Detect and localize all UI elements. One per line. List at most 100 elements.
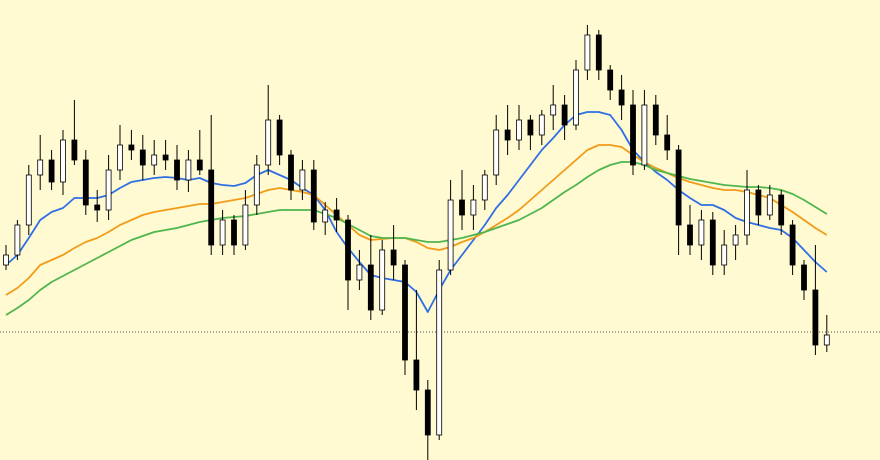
candle-body-up bbox=[3, 254, 9, 266]
candle-body-down bbox=[174, 159, 180, 181]
candle bbox=[641, 90, 648, 170]
candle bbox=[310, 160, 317, 230]
candle-body-down bbox=[801, 264, 807, 291]
candle-body-down bbox=[413, 359, 420, 391]
candle bbox=[504, 105, 511, 155]
candle bbox=[60, 130, 66, 195]
candle-body-up bbox=[584, 34, 591, 71]
candle bbox=[94, 190, 101, 222]
candle bbox=[48, 150, 55, 190]
candle-body-up bbox=[37, 159, 44, 176]
candle bbox=[367, 235, 374, 320]
candle bbox=[630, 90, 636, 175]
candle bbox=[128, 130, 135, 160]
candle-body-down bbox=[424, 389, 431, 436]
candle bbox=[379, 240, 386, 315]
candle bbox=[436, 260, 443, 440]
candle-body-up bbox=[356, 264, 363, 281]
candle-body-down bbox=[139, 149, 146, 166]
candle bbox=[652, 95, 659, 145]
candle bbox=[709, 212, 716, 275]
candle-body-down bbox=[162, 154, 169, 161]
candle-body-down bbox=[459, 199, 465, 216]
candle bbox=[185, 150, 192, 192]
candle-body-up bbox=[447, 199, 454, 271]
candle-body-up bbox=[641, 104, 648, 166]
candle bbox=[390, 225, 397, 280]
candle-body-up bbox=[573, 69, 579, 126]
candle-body-down bbox=[71, 139, 78, 161]
candle bbox=[424, 380, 431, 460]
candle-body-up bbox=[766, 194, 773, 216]
candle-body-up bbox=[242, 204, 249, 246]
candle-body-up bbox=[105, 169, 112, 211]
candle-body-down bbox=[231, 219, 237, 246]
candle bbox=[276, 115, 283, 165]
candle-body-up bbox=[550, 104, 557, 116]
candle-body-up bbox=[493, 129, 500, 176]
candle-body-up bbox=[60, 139, 66, 183]
candle-body-up bbox=[470, 199, 477, 216]
candle-body-down bbox=[367, 264, 374, 311]
candle-body-down bbox=[48, 159, 55, 183]
candle bbox=[470, 185, 477, 230]
candle-body-down bbox=[333, 209, 340, 221]
candles bbox=[3, 25, 830, 460]
candle bbox=[755, 185, 762, 225]
candle bbox=[174, 145, 180, 190]
candle-body-down bbox=[709, 219, 716, 266]
candle bbox=[25, 165, 32, 235]
candle-body-down bbox=[755, 189, 762, 216]
candle bbox=[265, 85, 272, 175]
candle bbox=[162, 140, 169, 170]
candle-body-up bbox=[516, 119, 522, 141]
candle bbox=[3, 245, 9, 270]
candle bbox=[356, 250, 363, 290]
candle-body-down bbox=[82, 159, 89, 206]
candle-body-up bbox=[538, 114, 545, 136]
candle bbox=[288, 150, 294, 200]
candle bbox=[721, 230, 728, 275]
candle bbox=[573, 60, 579, 130]
candle bbox=[481, 170, 488, 210]
candle-body-down bbox=[527, 119, 534, 136]
candle-body-down bbox=[390, 249, 397, 266]
candle-body-down bbox=[618, 89, 625, 106]
candle bbox=[14, 220, 21, 260]
candle-body-up bbox=[14, 224, 21, 256]
candle-body-up bbox=[265, 119, 272, 166]
candle bbox=[607, 65, 614, 100]
candle-body-down bbox=[128, 144, 135, 151]
candle bbox=[82, 150, 89, 215]
candle-body-up bbox=[185, 159, 192, 181]
candle-body-up bbox=[436, 269, 443, 436]
candle-body-down bbox=[345, 219, 351, 281]
candle bbox=[561, 95, 568, 140]
candle bbox=[527, 115, 534, 150]
candle-body-up bbox=[299, 169, 306, 191]
candle bbox=[778, 190, 785, 235]
candle bbox=[744, 170, 750, 245]
candle-body-up bbox=[322, 209, 329, 223]
candle-body-up bbox=[117, 144, 123, 171]
candle-body-down bbox=[664, 134, 671, 151]
candle bbox=[219, 210, 226, 255]
candle bbox=[766, 185, 773, 220]
candle-body-down bbox=[652, 104, 659, 136]
candle-body-up bbox=[219, 219, 226, 246]
candle bbox=[516, 105, 522, 150]
candle-body-down bbox=[595, 34, 602, 71]
candle-body-down bbox=[208, 169, 215, 246]
candle-body-up bbox=[379, 249, 386, 311]
candle bbox=[139, 135, 146, 180]
candle-body-down bbox=[94, 204, 101, 211]
candle bbox=[823, 315, 830, 352]
candle-body-down bbox=[607, 69, 614, 91]
candle bbox=[550, 85, 557, 130]
candle-body-down bbox=[310, 169, 317, 223]
candle bbox=[595, 30, 602, 80]
candle-body-down bbox=[778, 194, 785, 226]
candle-body-down bbox=[687, 224, 693, 246]
candle bbox=[801, 260, 807, 300]
